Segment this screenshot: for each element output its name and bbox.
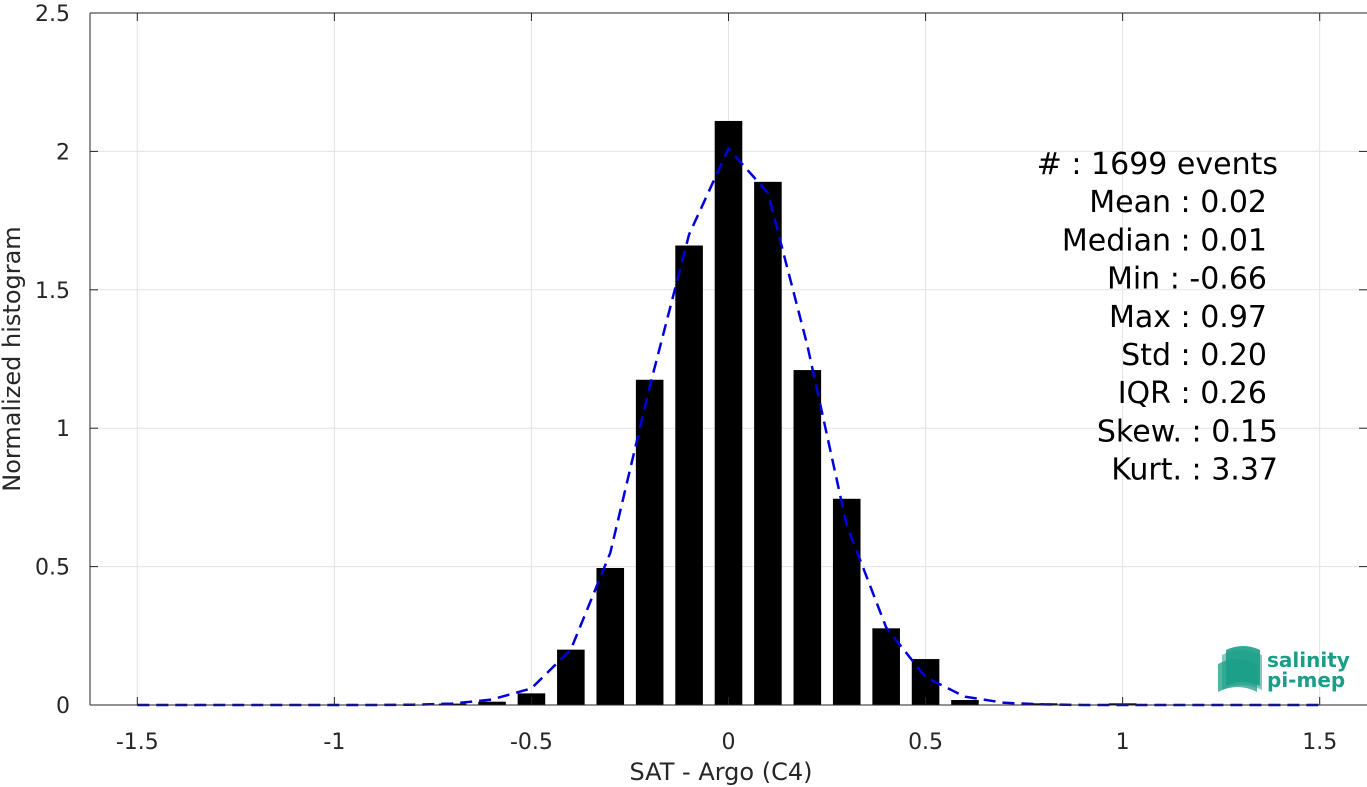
stat-line: Skew. : 0.15 xyxy=(1097,414,1278,449)
histogram-bar xyxy=(714,120,743,705)
wave-logo-icon xyxy=(1218,646,1262,692)
x-axis-label: SAT - Argo (C4) xyxy=(630,758,813,786)
histogram-bars xyxy=(438,120,1137,705)
histogram-bar xyxy=(832,498,861,705)
stat-line: Kurt. : 3.37 xyxy=(1111,453,1278,488)
x-tick-label: 0 xyxy=(722,730,736,755)
y-tick-label: 2 xyxy=(56,140,70,165)
x-tick-label: 1.5 xyxy=(1302,730,1337,755)
stat-line: IQR : 0.26 xyxy=(1118,376,1267,411)
axes xyxy=(89,12,1367,706)
stat-line: Max : 0.97 xyxy=(1109,300,1267,335)
stat-line: Mean : 0.02 xyxy=(1089,185,1267,220)
y-tick-label: 1 xyxy=(56,417,70,442)
stat-line: Median : 0.01 xyxy=(1062,223,1267,258)
stat-line: Std : 0.20 xyxy=(1121,338,1267,373)
x-tick-label: -0.5 xyxy=(510,730,553,755)
y-tick-label: 1.5 xyxy=(35,279,70,304)
histogram-bar xyxy=(478,701,506,705)
y-tick-labels: 0 0.5 1 1.5 2 2.5 xyxy=(35,2,70,719)
x-tick-label: 0.5 xyxy=(908,730,943,755)
histogram-bar xyxy=(754,181,782,705)
logo-line1: salinity xyxy=(1267,648,1350,672)
x-tick-labels: -1.5 -1 -0.5 0 0.5 1 1.5 xyxy=(116,730,1337,755)
x-tick-label: -1 xyxy=(323,730,345,755)
x-tick-label: -1.5 xyxy=(116,730,159,755)
y-tick-label: 0 xyxy=(56,694,70,719)
y-tick-label: 2.5 xyxy=(35,2,70,27)
y-tick-label: 0.5 xyxy=(35,556,70,581)
histogram-bar xyxy=(872,628,900,705)
stat-line: # : 1699 events xyxy=(1037,147,1278,182)
logo-line2: pi-mep xyxy=(1267,668,1345,692)
y-axis-label: Normalized histogram xyxy=(0,226,26,491)
histogram-bar xyxy=(675,245,703,705)
histogram-bar xyxy=(635,379,664,705)
salinity-pi-mep-logo: salinity pi-mep xyxy=(1218,646,1350,692)
x-tick-label: 1 xyxy=(1116,730,1130,755)
histogram-bar xyxy=(793,370,822,705)
histogram-bar xyxy=(951,700,979,705)
stat-line: Min : -0.66 xyxy=(1107,262,1267,297)
histogram-bar xyxy=(596,567,625,705)
